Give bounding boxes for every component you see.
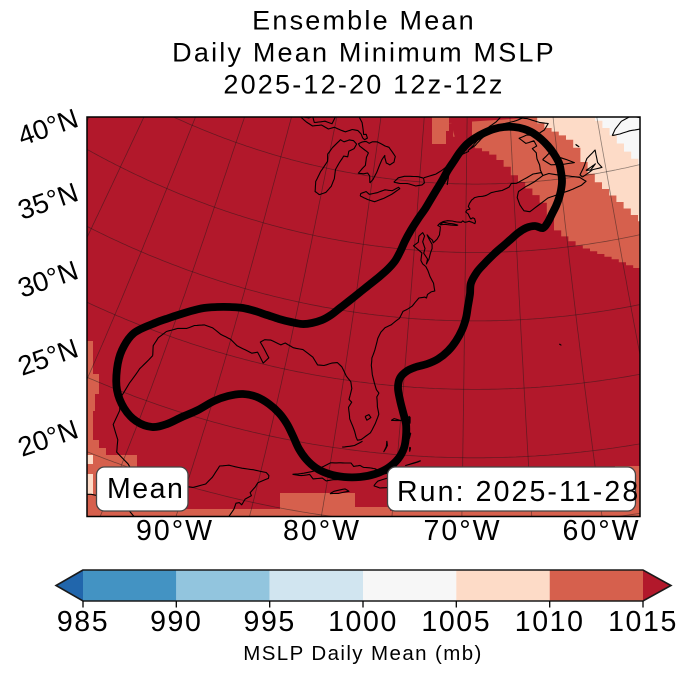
svg-text:985: 985 [57,606,109,638]
svg-text:70°W: 70°W [424,515,502,547]
svg-text:Mean: Mean [107,473,184,505]
svg-text:1010: 1010 [515,606,585,638]
svg-text:1005: 1005 [421,606,491,638]
svg-text:1015: 1015 [608,606,678,638]
svg-text:995: 995 [244,606,296,638]
svg-text:90°W: 90°W [136,515,214,547]
svg-text:80°W: 80°W [283,515,361,547]
svg-text:60°W: 60°W [563,515,641,547]
svg-text:Daily Mean Minimum MSLP: Daily Mean Minimum MSLP [172,38,556,68]
svg-text:MSLP Daily Mean (mb): MSLP Daily Mean (mb) [243,642,483,665]
svg-text:2025-12-20 12z-12z: 2025-12-20 12z-12z [223,70,504,100]
svg-text:Run: 2025-11-28: Run: 2025-11-28 [397,476,640,508]
svg-text:1000: 1000 [328,606,398,638]
svg-text:990: 990 [150,606,202,638]
svg-text:Ensemble Mean: Ensemble Mean [252,6,476,36]
